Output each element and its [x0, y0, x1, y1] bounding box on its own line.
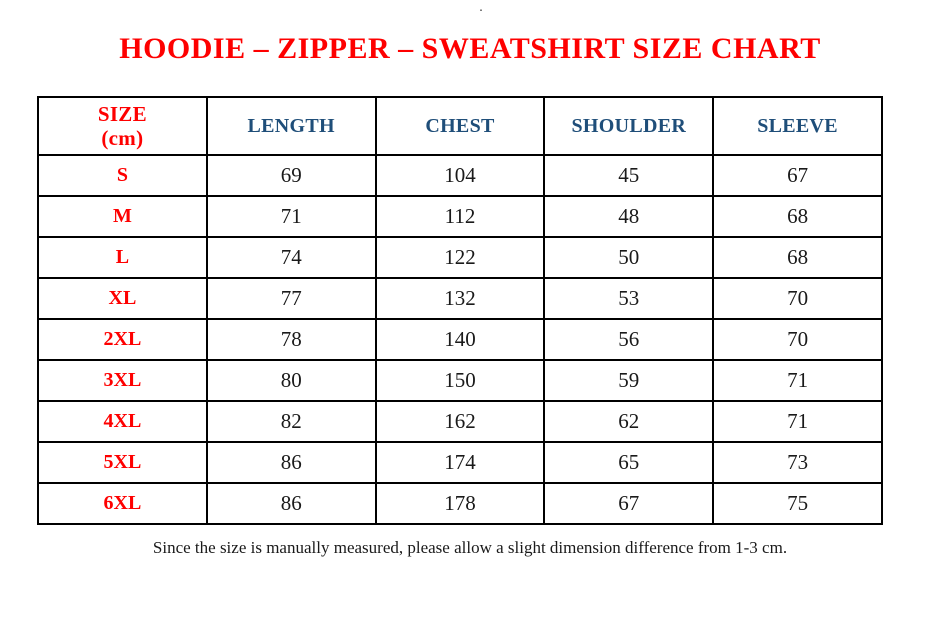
- stray-dot-artifact: .: [479, 0, 483, 15]
- length-value-cell: 71: [205, 195, 377, 238]
- column-header-shoulder: SHOULDER: [543, 96, 715, 156]
- shoulder-value-cell: 67: [543, 482, 715, 525]
- sleeve-value-cell: 70: [712, 277, 883, 320]
- sleeve-value-cell: 68: [712, 195, 883, 238]
- chest-value-cell: 174: [374, 441, 546, 484]
- shoulder-value-cell: 62: [543, 400, 715, 443]
- chest-value-cell: 140: [374, 318, 546, 361]
- size-chart-table: SIZE (cm) LENGTH CHEST SHOULDER SLEEVE S…: [37, 96, 883, 525]
- chest-value-cell: 112: [374, 195, 546, 238]
- column-header-chest: CHEST: [374, 96, 546, 156]
- column-header-size: SIZE (cm): [37, 96, 208, 156]
- size-label-cell: 4XL: [37, 400, 208, 443]
- table-row: XL 77 132 53 70: [37, 277, 883, 320]
- column-header-sleeve: SLEEVE: [712, 96, 883, 156]
- size-label-cell: 5XL: [37, 441, 208, 484]
- table-body: S 69 104 45 67 M 71 112 48 68 L 74 122 5…: [37, 154, 883, 525]
- length-value-cell: 69: [205, 154, 377, 197]
- length-value-cell: 74: [205, 236, 377, 279]
- sleeve-value-cell: 75: [712, 482, 883, 525]
- length-value-cell: 78: [205, 318, 377, 361]
- size-label-cell: L: [37, 236, 208, 279]
- size-label-cell: 2XL: [37, 318, 208, 361]
- shoulder-value-cell: 45: [543, 154, 715, 197]
- chest-value-cell: 150: [374, 359, 546, 402]
- size-header-line2: (cm): [101, 126, 144, 150]
- shoulder-value-cell: 56: [543, 318, 715, 361]
- sleeve-value-cell: 70: [712, 318, 883, 361]
- table-row: L 74 122 50 68: [37, 236, 883, 279]
- length-value-cell: 86: [205, 441, 377, 484]
- shoulder-value-cell: 65: [543, 441, 715, 484]
- size-label-cell: M: [37, 195, 208, 238]
- shoulder-value-cell: 53: [543, 277, 715, 320]
- chest-value-cell: 162: [374, 400, 546, 443]
- sleeve-value-cell: 73: [712, 441, 883, 484]
- table-row: M 71 112 48 68: [37, 195, 883, 238]
- table-row: 3XL 80 150 59 71: [37, 359, 883, 402]
- table-header: SIZE (cm) LENGTH CHEST SHOULDER SLEEVE: [37, 96, 883, 156]
- measurement-disclaimer: Since the size is manually measured, ple…: [152, 538, 788, 557]
- sleeve-value-cell: 71: [712, 400, 883, 443]
- length-value-cell: 82: [205, 400, 377, 443]
- shoulder-value-cell: 59: [543, 359, 715, 402]
- table-row: 2XL 78 140 56 70: [37, 318, 883, 361]
- page-title: HOODIE – ZIPPER – SWEATSHIRT SIZE CHART: [119, 32, 821, 65]
- chest-value-cell: 132: [374, 277, 546, 320]
- length-value-cell: 77: [205, 277, 377, 320]
- length-value-cell: 80: [205, 359, 377, 402]
- size-label-cell: 6XL: [37, 482, 208, 525]
- shoulder-value-cell: 48: [543, 195, 715, 238]
- length-value-cell: 86: [205, 482, 377, 525]
- size-label-cell: S: [37, 154, 208, 197]
- sleeve-value-cell: 71: [712, 359, 883, 402]
- sleeve-value-cell: 68: [712, 236, 883, 279]
- header-row: SIZE (cm) LENGTH CHEST SHOULDER SLEEVE: [37, 96, 883, 156]
- size-label-cell: XL: [37, 277, 208, 320]
- column-header-length: LENGTH: [205, 96, 377, 156]
- table-row: S 69 104 45 67: [37, 154, 883, 197]
- table-row: 4XL 82 162 62 71: [37, 400, 883, 443]
- table-row: 5XL 86 174 65 73: [37, 441, 883, 484]
- size-header-line1: SIZE: [97, 101, 147, 126]
- chest-value-cell: 178: [374, 482, 546, 525]
- table-row: 6XL 86 178 67 75: [37, 482, 883, 525]
- chest-value-cell: 104: [374, 154, 546, 197]
- size-label-cell: 3XL: [37, 359, 208, 402]
- chest-value-cell: 122: [374, 236, 546, 279]
- shoulder-value-cell: 50: [543, 236, 715, 279]
- sleeve-value-cell: 67: [712, 154, 883, 197]
